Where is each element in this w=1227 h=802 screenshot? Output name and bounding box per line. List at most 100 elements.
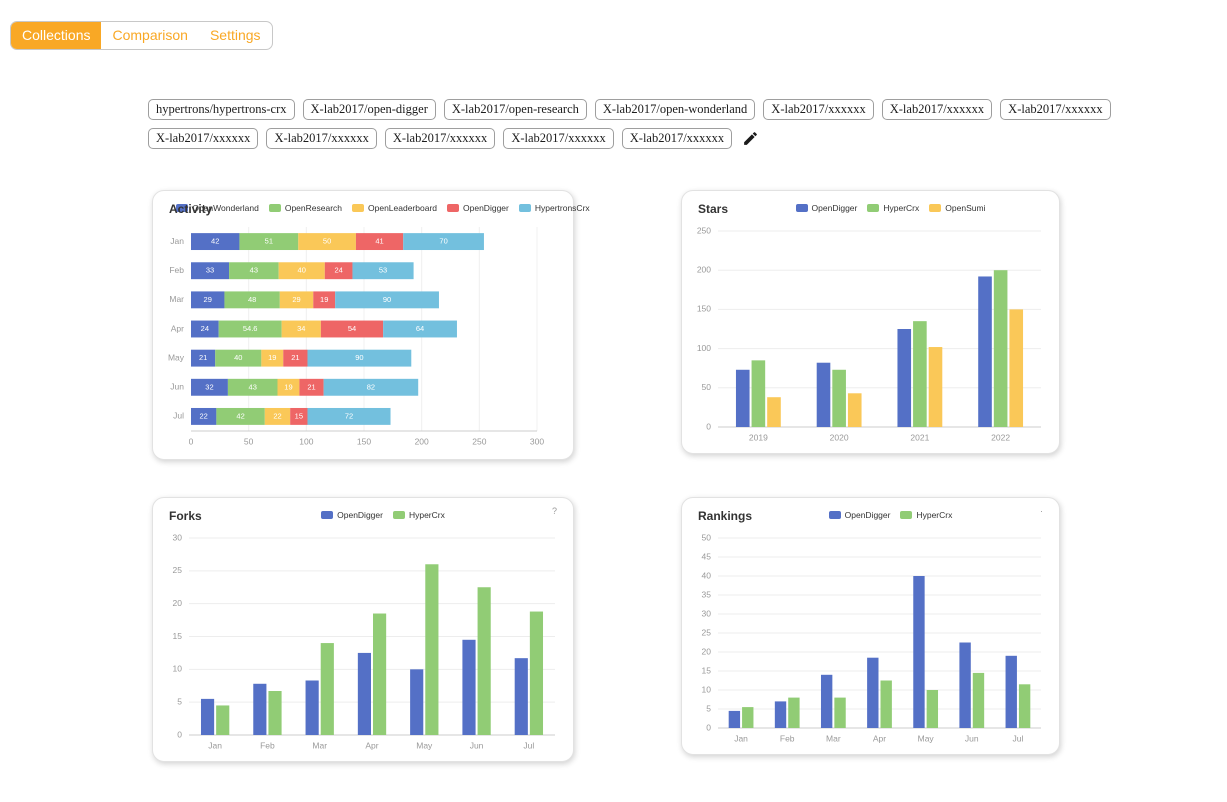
- bar-HyperCrx[interactable]: [529, 611, 544, 735]
- bar-OpenDigger[interactable]: [867, 657, 879, 728]
- bar-HyperCrx[interactable]: [751, 360, 766, 427]
- bar-OpenResearch[interactable]: [218, 320, 282, 338]
- bar-HypertronsCrx[interactable]: [403, 233, 484, 251]
- bar-OpenDigger[interactable]: [200, 698, 215, 735]
- bar-HypertronsCrx[interactable]: [383, 320, 457, 338]
- bar-OpenDigger[interactable]: [959, 642, 971, 729]
- bar-OpenDigger[interactable]: [253, 683, 267, 735]
- bar-OpenResearch[interactable]: [229, 262, 279, 280]
- bar-OpenDigger[interactable]: [462, 639, 476, 735]
- edit-collection-button[interactable]: [740, 130, 761, 147]
- bar-OpenResearch[interactable]: [216, 407, 265, 425]
- bar-OpenWonderland[interactable]: [191, 233, 240, 251]
- tab-collections[interactable]: Collections: [11, 22, 102, 49]
- tab-settings[interactable]: Settings: [199, 22, 272, 49]
- bar-OpenDigger[interactable]: [299, 378, 324, 396]
- bar-OpenDigger[interactable]: [305, 680, 319, 735]
- repo-chip[interactable]: X-lab2017/xxxxxx: [621, 128, 733, 149]
- bar-HyperCrx[interactable]: [972, 672, 985, 728]
- tab-comparison[interactable]: Comparison: [101, 22, 198, 49]
- bar-OpenLeaderboard[interactable]: [278, 262, 325, 280]
- bar-OpenWonderland[interactable]: [191, 262, 230, 280]
- bar-OpenResearch[interactable]: [239, 233, 299, 251]
- legend-item[interactable]: OpenDigger: [447, 203, 509, 213]
- legend-item[interactable]: OpenLeaderboard: [352, 203, 437, 213]
- bar-OpenSumi[interactable]: [928, 347, 943, 427]
- legend-item[interactable]: HypertronsCrx: [518, 203, 590, 213]
- bar-OpenDigger[interactable]: [283, 349, 308, 367]
- repo-chip[interactable]: X-lab2017/xxxxxx: [503, 128, 614, 149]
- legend-item[interactable]: OpenWonderland: [176, 203, 259, 213]
- bar-OpenLeaderboard[interactable]: [264, 407, 291, 425]
- bar-HyperCrx[interactable]: [926, 690, 939, 728]
- legend-item[interactable]: HyperCrx: [867, 203, 919, 213]
- bar-OpenLeaderboard[interactable]: [279, 291, 314, 309]
- bar-OpenWonderland[interactable]: [191, 320, 219, 338]
- bar-HyperCrx[interactable]: [880, 680, 892, 729]
- bar-OpenDigger[interactable]: [816, 362, 831, 427]
- bar-HyperCrx[interactable]: [216, 705, 230, 735]
- bar-OpenDigger[interactable]: [735, 369, 750, 427]
- bar-OpenWonderland[interactable]: [191, 378, 228, 396]
- bar-OpenLeaderboard[interactable]: [298, 233, 356, 251]
- repo-chip[interactable]: X-lab2017/open-digger: [302, 99, 436, 120]
- bar-OpenLeaderboard[interactable]: [261, 349, 284, 367]
- bar-HyperCrx[interactable]: [1018, 684, 1031, 728]
- bar-HypertronsCrx[interactable]: [307, 407, 391, 425]
- bar-OpenSumi[interactable]: [847, 393, 862, 427]
- bar-HyperCrx[interactable]: [320, 643, 334, 735]
- repo-chip[interactable]: hypertrons/hypertrons-crx: [148, 99, 295, 120]
- bar-OpenDigger[interactable]: [820, 674, 833, 728]
- bar-HypertronsCrx[interactable]: [307, 349, 412, 367]
- repo-chip[interactable]: X-lab2017/xxxxxx: [384, 128, 496, 149]
- bar-OpenDigger[interactable]: [913, 576, 925, 728]
- bar-OpenDigger[interactable]: [728, 710, 741, 728]
- bar-OpenDigger[interactable]: [355, 233, 404, 251]
- bar-HyperCrx[interactable]: [742, 707, 754, 728]
- bar-OpenLeaderboard[interactable]: [277, 378, 300, 396]
- bar-OpenSumi[interactable]: [767, 397, 781, 427]
- repo-chip[interactable]: X-lab2017/xxxxxx: [763, 99, 874, 120]
- legend-item[interactable]: OpenResearch: [268, 203, 342, 213]
- bar-OpenResearch[interactable]: [215, 349, 262, 367]
- bar-HyperCrx[interactable]: [913, 321, 927, 427]
- bar-HyperCrx[interactable]: [788, 697, 800, 728]
- bar-HyperCrx[interactable]: [832, 369, 846, 427]
- bar-HyperCrx[interactable]: [268, 691, 282, 735]
- legend-item[interactable]: HyperCrx: [900, 510, 952, 520]
- bar-HypertronsCrx[interactable]: [335, 291, 439, 309]
- bar-OpenDigger[interactable]: [357, 652, 371, 735]
- bar-HyperCrx[interactable]: [993, 270, 1008, 427]
- legend-item[interactable]: OpenDigger: [828, 510, 890, 520]
- bar-OpenDigger[interactable]: [410, 669, 424, 735]
- bar-OpenDigger[interactable]: [897, 329, 912, 427]
- bar-OpenDigger[interactable]: [324, 262, 353, 280]
- bar-OpenDigger[interactable]: [313, 291, 336, 309]
- bar-OpenSumi[interactable]: [1009, 309, 1024, 427]
- bar-OpenResearch[interactable]: [227, 378, 278, 396]
- legend-item[interactable]: HyperCrx: [392, 510, 445, 520]
- bar-OpenWonderland[interactable]: [191, 349, 216, 367]
- bar-HypertronsCrx[interactable]: [352, 262, 414, 280]
- legend-item[interactable]: OpenDigger: [321, 510, 383, 520]
- bar-OpenWonderland[interactable]: [191, 291, 225, 309]
- legend-item[interactable]: OpenDigger: [795, 203, 857, 213]
- repo-chip[interactable]: X-lab2017/xxxxxx: [881, 99, 993, 120]
- repo-chip[interactable]: X-lab2017/open-wonderland: [594, 99, 756, 120]
- bar-OpenDigger[interactable]: [774, 701, 787, 728]
- bar-OpenDigger[interactable]: [1005, 655, 1017, 728]
- bar-OpenDigger[interactable]: [514, 658, 528, 735]
- repo-chip[interactable]: X-lab2017/xxxxxx: [266, 128, 377, 149]
- repo-chip[interactable]: X-lab2017/xxxxxx: [148, 128, 259, 149]
- bar-HyperCrx[interactable]: [373, 613, 387, 735]
- bar-HyperCrx[interactable]: [477, 587, 491, 735]
- repo-chip[interactable]: X-lab2017/open-research: [443, 99, 587, 120]
- bar-HyperCrx[interactable]: [425, 564, 439, 735]
- bar-OpenDigger[interactable]: [978, 276, 992, 427]
- bar-OpenDigger[interactable]: [290, 407, 308, 425]
- bar-OpenResearch[interactable]: [224, 291, 280, 309]
- bar-OpenDigger[interactable]: [320, 320, 384, 338]
- bar-OpenLeaderboard[interactable]: [281, 320, 321, 338]
- bar-HyperCrx[interactable]: [834, 697, 846, 728]
- bar-HypertronsCrx[interactable]: [323, 378, 419, 396]
